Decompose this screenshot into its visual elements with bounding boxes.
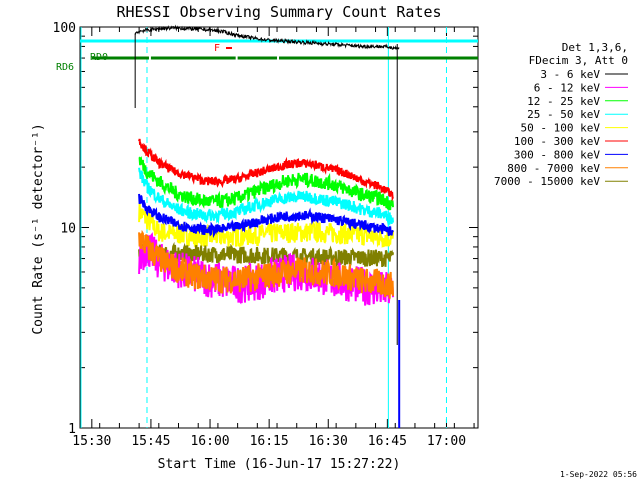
x-tick-label: 16:45	[368, 434, 407, 449]
series-layer	[134, 24, 400, 345]
rd0-label: RD0	[90, 52, 108, 63]
legend-label: 12 - 25 keV	[527, 95, 600, 108]
legend-label: 3 - 6 keV	[540, 68, 600, 81]
legend-label: 800 - 7000 keV	[507, 162, 600, 175]
axes: 1 10 100 15:30 15:45 16:00 16:15 16:30 16:45 17:0…	[53, 21, 479, 449]
legend-header-line: FDecim 3, Att 0	[529, 54, 628, 67]
series-line	[138, 203, 394, 248]
f-flag-label: F	[214, 43, 220, 54]
legend-label: 300 - 800 keV	[514, 148, 600, 161]
rd6-label: RD6	[56, 62, 74, 73]
series-line	[138, 138, 394, 202]
x-tick-label: 16:30	[309, 434, 348, 449]
legend-label: 50 - 100 keV	[521, 122, 601, 135]
series-line	[138, 193, 394, 239]
x-tick-label: 15:45	[131, 434, 170, 449]
y-tick-label: 1	[68, 422, 76, 437]
chart-title: RHESSI Observing Summary Count Rates	[116, 3, 441, 21]
series-line	[138, 167, 394, 227]
series-line	[138, 229, 394, 299]
y-axis-label: Count Rate (s⁻¹ detector⁻¹)	[31, 123, 46, 334]
legend-label: 100 - 300 keV	[514, 135, 600, 148]
x-tick-label: 17:00	[427, 434, 466, 449]
x-tick-label: 15:30	[72, 434, 111, 449]
x-tick-label: 16:00	[190, 434, 229, 449]
legend-label: 6 - 12 keV	[534, 81, 601, 94]
legend-label: 25 - 50 keV	[527, 108, 600, 121]
legend-label: 7000 - 15000 keV	[494, 175, 600, 188]
x-tick-label: 16:15	[250, 434, 289, 449]
y-tick-label: 10	[60, 222, 76, 237]
series-line	[138, 241, 394, 268]
series-line	[134, 24, 400, 51]
x-axis-label: Start Time (16-Jun-17 15:27:22)	[158, 457, 401, 472]
legend-header-line: Det 1,3,6,	[562, 41, 628, 54]
flag-bars: RD0 RD6 F	[56, 39, 478, 73]
timestamp: 1-Sep-2022 05:56	[560, 470, 637, 479]
y-tick-label: 100	[53, 21, 76, 36]
series-line	[138, 156, 394, 211]
